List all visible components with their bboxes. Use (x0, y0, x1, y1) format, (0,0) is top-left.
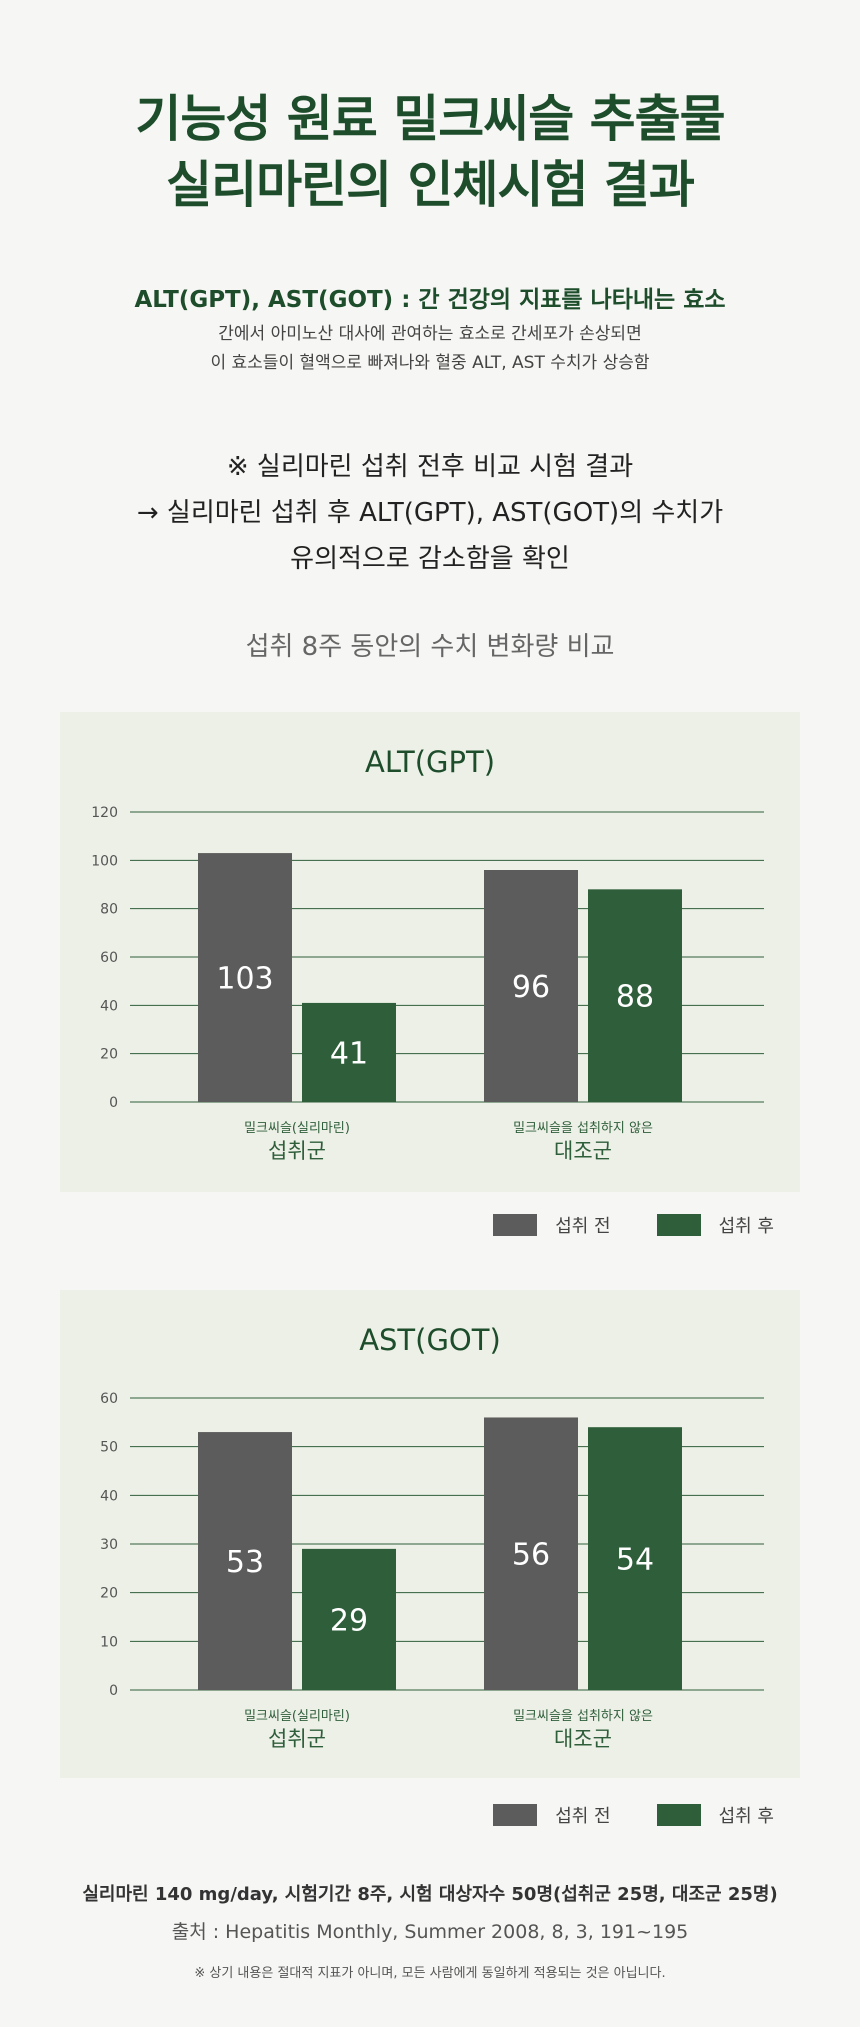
bar-value-label: 103 (216, 962, 273, 997)
category-sublabel: 밀크씨슬을 섭취하지 않은 (513, 1121, 653, 1136)
y-tick-label: 80 (100, 902, 118, 918)
chart-title: ALT(GPT) (365, 745, 495, 779)
y-tick-label: 50 (100, 1440, 118, 1456)
legend-item-after: 섭취 후 (656, 1802, 774, 1828)
alt-chart-legend: 섭취 전 섭취 후 (447, 1212, 774, 1238)
legend-item-after: 섭취 후 (656, 1212, 774, 1238)
ast-chart-panel: AST(GOT) 0 10 20 30 40 50 60 53 29 밀크씨슬(실리마린) 섭취군 56… (60, 1290, 800, 1778)
category-sublabel: 밀크씨슬을 섭취하지 않은 (513, 1709, 653, 1724)
legend-swatch-before (493, 1214, 538, 1236)
category-label: 섭취군 (268, 1139, 326, 1163)
category-label: 대조군 (554, 1727, 612, 1751)
bar-value-label: 53 (226, 1545, 264, 1580)
bar-value-label: 54 (616, 1543, 654, 1578)
study-conditions: 실리마린 140 mg/day, 시험기간 8주, 시험 대상자수 50명(섭취… (82, 1884, 778, 1905)
alt-chart-panel: ALT(GPT) 0 20 40 60 80 100 120 103 41 밀크씨슬(실리마린) 섭취… (60, 712, 800, 1192)
bar-after (588, 889, 682, 1102)
bar-value-label: 96 (512, 970, 550, 1005)
summary-line1: ※ 실리마린 섭취 전후 비교 시험 결과 (226, 452, 634, 482)
y-tick-label: 100 (91, 853, 118, 869)
y-tick-label: 30 (100, 1537, 118, 1553)
alt-chart: ALT(GPT) 0 20 40 60 80 100 120 103 41 밀크씨슬(실리마린) 섭취… (91, 745, 764, 1163)
y-tick-label: 20 (100, 1586, 118, 1602)
section-subtitle: 섭취 8주 동안의 수치 변화량 비교 (245, 632, 615, 662)
bar-before (484, 1417, 578, 1690)
bar-before (198, 1432, 292, 1690)
bar-value-label: 88 (616, 980, 654, 1015)
category-sublabel: 밀크씨슬(실리마린) (244, 1709, 350, 1724)
page-title-line2: 실리마린의 인체시험 결과 (166, 156, 695, 214)
category-sublabel: 밀크씨슬(실리마린) (244, 1121, 350, 1136)
definition-body: 간에서 아미노산 대사에 관여하는 효소로 간세포가 손상되면 이 효소들이 혈… (0, 320, 860, 378)
page-title-line1: 기능성 원료 밀크씨슬 추출물 (135, 90, 725, 148)
summary: ※ 실리마린 섭취 전후 비교 시험 결과 → 실리마린 섭취 후 ALT(GP… (0, 444, 860, 582)
bar-after (302, 1548, 396, 1690)
ast-chart-legend: 섭취 전 섭취 후 (447, 1802, 774, 1828)
legend-swatch-before (493, 1804, 538, 1826)
y-tick-label: 0 (109, 1683, 118, 1699)
legend-label-before: 섭취 전 (555, 1806, 611, 1827)
y-tick-label: 10 (100, 1634, 118, 1650)
summary-line2: → 실리마린 섭취 후 ALT(GPT), AST(GOT)의 수치가 (136, 498, 724, 528)
y-tick-label: 40 (100, 998, 118, 1014)
legend-item-before: 섭취 전 (493, 1802, 611, 1828)
legend-label-before: 섭취 전 (555, 1216, 611, 1237)
legend-swatch-after (656, 1214, 701, 1236)
page-title: 기능성 원료 밀크씨슬 추출물 실리마린의 인체시험 결과 (0, 86, 860, 218)
category-label: 대조군 (554, 1139, 612, 1163)
source-citation: 출처 : Hepatitis Monthly, Summer 2008, 8, … (171, 1921, 689, 1943)
summary-line3: 유의적으로 감소함을 확인 (290, 544, 570, 574)
bar-after (588, 1427, 682, 1690)
disclaimer: ※ 상기 내용은 절대적 지표가 아니며, 모든 사람에게 동일하게 적용되는 … (194, 1966, 666, 1981)
ast-chart: AST(GOT) 0 10 20 30 40 50 60 53 29 밀크씨슬(실리마린) 섭취군 56… (100, 1323, 764, 1751)
y-tick-label: 60 (100, 950, 118, 966)
definition-heading: ALT(GPT), AST(GOT) : 간 건강의 지표를 나타내는 효소 (134, 287, 726, 313)
bar-value-label: 56 (512, 1538, 550, 1573)
y-tick-label: 120 (91, 805, 118, 821)
legend-label-after: 섭취 후 (718, 1216, 774, 1237)
y-tick-label: 40 (100, 1488, 118, 1504)
y-tick-label: 0 (109, 1095, 118, 1111)
definition-line2: 이 효소들이 혈액으로 빠져나와 혈중 ALT, AST 수치가 상승함 (210, 353, 650, 373)
bar-value-label: 29 (330, 1603, 368, 1638)
bar-after (302, 1002, 396, 1102)
bar-before (198, 853, 292, 1102)
chart-title: AST(GOT) (359, 1323, 501, 1357)
bar-value-label: 41 (330, 1036, 368, 1071)
y-tick-label: 60 (100, 1391, 118, 1407)
legend-swatch-after (656, 1804, 701, 1826)
category-label: 섭취군 (268, 1727, 326, 1751)
bar-before (484, 870, 578, 1102)
definition-line1: 간에서 아미노산 대사에 관여하는 효소로 간세포가 손상되면 (218, 324, 642, 344)
y-tick-label: 20 (100, 1047, 118, 1063)
legend-item-before: 섭취 전 (493, 1212, 611, 1238)
legend-label-after: 섭취 후 (718, 1806, 774, 1827)
